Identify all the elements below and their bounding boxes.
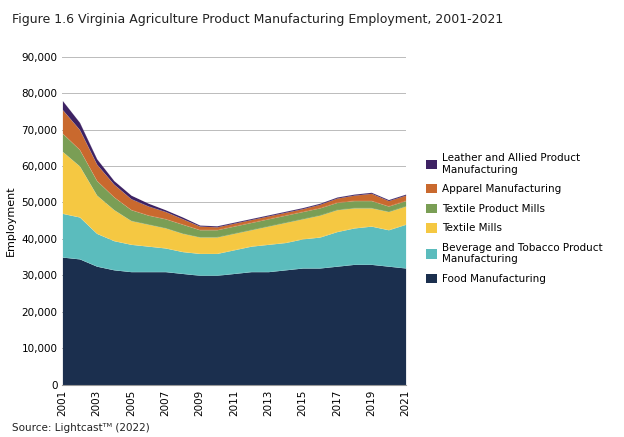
Text: Figure 1.6 Virginia Agriculture Product Manufacturing Employment, 2001-2021: Figure 1.6 Virginia Agriculture Product … <box>12 13 504 26</box>
Text: Source: Lightcastᵀᴹ (2022): Source: Lightcastᵀᴹ (2022) <box>12 423 150 433</box>
Y-axis label: Employment: Employment <box>6 185 16 256</box>
Legend: Leather and Allied Product
Manufacturing, Apparel Manufacturing, Textile Product: Leather and Allied Product Manufacturing… <box>423 150 606 287</box>
